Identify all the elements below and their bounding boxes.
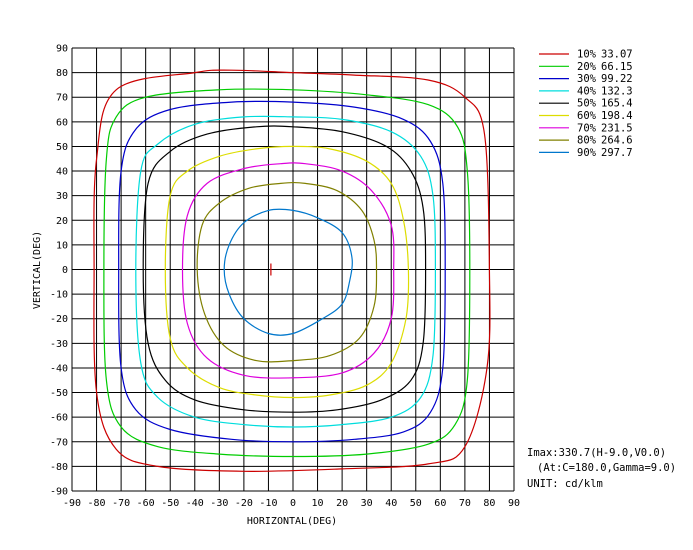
x-axis-title: HORIZONTAL(DEG) — [247, 516, 337, 527]
x-tick-label: -30 — [210, 498, 228, 509]
legend-value: 165.4 — [601, 98, 633, 110]
y-tick-label: 70 — [56, 93, 68, 104]
legend-value: 33.07 — [601, 49, 633, 61]
legend-percent: 60% — [577, 110, 597, 122]
y-tick-label: -20 — [50, 314, 68, 325]
x-tick-label: 10 — [312, 498, 324, 509]
legend-percent: 10% — [577, 49, 597, 61]
y-tick-label: 50 — [56, 142, 68, 153]
x-tick-label: -60 — [137, 498, 155, 509]
contour-40pct — [135, 115, 436, 428]
x-tick-label: 80 — [483, 498, 495, 509]
y-tick-label: -30 — [50, 339, 68, 350]
legend-percent: 20% — [577, 61, 597, 73]
contour-50pct — [142, 125, 427, 413]
contour-20pct — [103, 88, 471, 458]
legend-value: 297.7 — [601, 147, 633, 159]
y-axis-title: VERTICAL(DEG) — [32, 231, 43, 309]
x-tick-label: 70 — [459, 498, 471, 509]
contour-30pct — [118, 100, 446, 443]
y-tick-label: -50 — [50, 388, 68, 399]
imax-text: Imax:330.7(H-9.0,V0.0) — [527, 447, 666, 459]
y-tick-label: 0 — [62, 265, 68, 276]
info-block: Imax:330.7(H-9.0,V0.0) (At:C=180.0,Gamma… — [527, 447, 676, 490]
y-tick-label: -90 — [50, 487, 68, 498]
contour-90pct — [223, 208, 353, 336]
contour-70pct — [181, 162, 395, 379]
y-tick-label: -40 — [50, 363, 68, 374]
legend-value: 264.6 — [601, 135, 633, 147]
legend-percent: 80% — [577, 135, 597, 147]
x-tick-labels: -90 -80 -70 -60 -50 -40 -30 -20 -10 0 10 20 30 40 50 60… — [63, 498, 520, 509]
y-tick-label: 60 — [56, 117, 68, 128]
y-tick-label: 90 — [56, 44, 68, 55]
x-tick-label: 30 — [361, 498, 373, 509]
y-tick-label: -60 — [50, 413, 68, 424]
y-tick-label: -70 — [50, 437, 68, 448]
x-tick-label: 40 — [385, 498, 397, 509]
contour-80pct — [196, 181, 378, 363]
legend-percent: 90% — [577, 147, 597, 159]
contour-60pct — [164, 145, 410, 399]
legend-value: 132.3 — [601, 85, 633, 97]
legend-percent: 30% — [577, 73, 597, 85]
legend-percent: 50% — [577, 98, 597, 110]
x-tick-label: -20 — [235, 498, 253, 509]
x-tick-label: 50 — [410, 498, 422, 509]
y-tick-label: 20 — [56, 216, 68, 227]
contour-10pct — [93, 69, 491, 472]
x-tick-label: -40 — [186, 498, 204, 509]
at-text: (At:C=180.0,Gamma=9.0) — [537, 462, 676, 474]
y-tick-labels: 90 80 70 60 50 40 30 20 10 0 -10 -20 -30 -40 -50 -60 -70… — [50, 44, 68, 498]
y-tick-label: 80 — [56, 68, 68, 79]
x-tick-label: 20 — [336, 498, 348, 509]
legend-value: 66.15 — [601, 61, 633, 73]
y-tick-label: 40 — [56, 167, 68, 178]
legend-value: 231.5 — [601, 122, 633, 134]
legend-value: 99.22 — [601, 73, 633, 85]
x-tick-label: 90 — [508, 498, 520, 509]
legend: 10% 33.07 20% 66.15 30% 99.22 40% 132.3 50% 165.4… — [539, 49, 633, 159]
y-tick-label: -10 — [50, 290, 68, 301]
x-tick-label: -50 — [161, 498, 179, 509]
x-tick-label: -10 — [259, 498, 277, 509]
legend-value: 198.4 — [601, 110, 633, 122]
x-tick-label: -70 — [112, 498, 130, 509]
x-tick-label: -80 — [88, 498, 106, 509]
y-tick-label: -80 — [50, 462, 68, 473]
unit-text: UNIT: cd/klm — [527, 478, 603, 490]
x-tick-label: 60 — [434, 498, 446, 509]
x-tick-label: 0 — [290, 498, 296, 509]
legend-percent: 70% — [577, 122, 597, 134]
legend-percent: 40% — [577, 85, 597, 97]
x-tick-label: -90 — [63, 498, 81, 509]
contour-lines — [93, 69, 491, 472]
y-tick-label: 10 — [56, 240, 68, 251]
y-tick-label: 30 — [56, 191, 68, 202]
